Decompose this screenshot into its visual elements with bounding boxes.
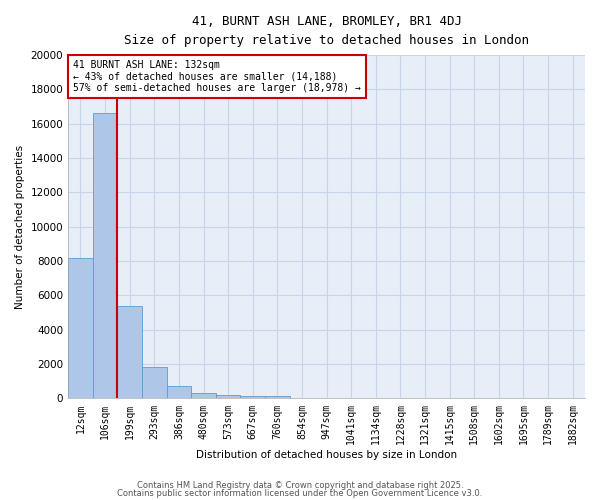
X-axis label: Distribution of detached houses by size in London: Distribution of detached houses by size … [196,450,457,460]
Y-axis label: Number of detached properties: Number of detached properties [15,144,25,309]
Bar [93,114,118,399]
Bar [118,306,142,398]
Bar [167,386,191,398]
Bar [142,366,167,398]
Title: 41, BURNT ASH LANE, BROMLEY, BR1 4DJ
Size of property relative to detached house: 41, BURNT ASH LANE, BROMLEY, BR1 4DJ Siz… [124,15,529,47]
Bar [265,396,290,398]
Bar [68,258,93,398]
Bar [191,394,216,398]
Text: Contains HM Land Registry data © Crown copyright and database right 2025.: Contains HM Land Registry data © Crown c… [137,481,463,490]
Bar [216,395,241,398]
Bar [241,396,265,398]
Text: 41 BURNT ASH LANE: 132sqm
← 43% of detached houses are smaller (14,188)
57% of s: 41 BURNT ASH LANE: 132sqm ← 43% of detac… [73,60,361,94]
Text: Contains public sector information licensed under the Open Government Licence v3: Contains public sector information licen… [118,488,482,498]
